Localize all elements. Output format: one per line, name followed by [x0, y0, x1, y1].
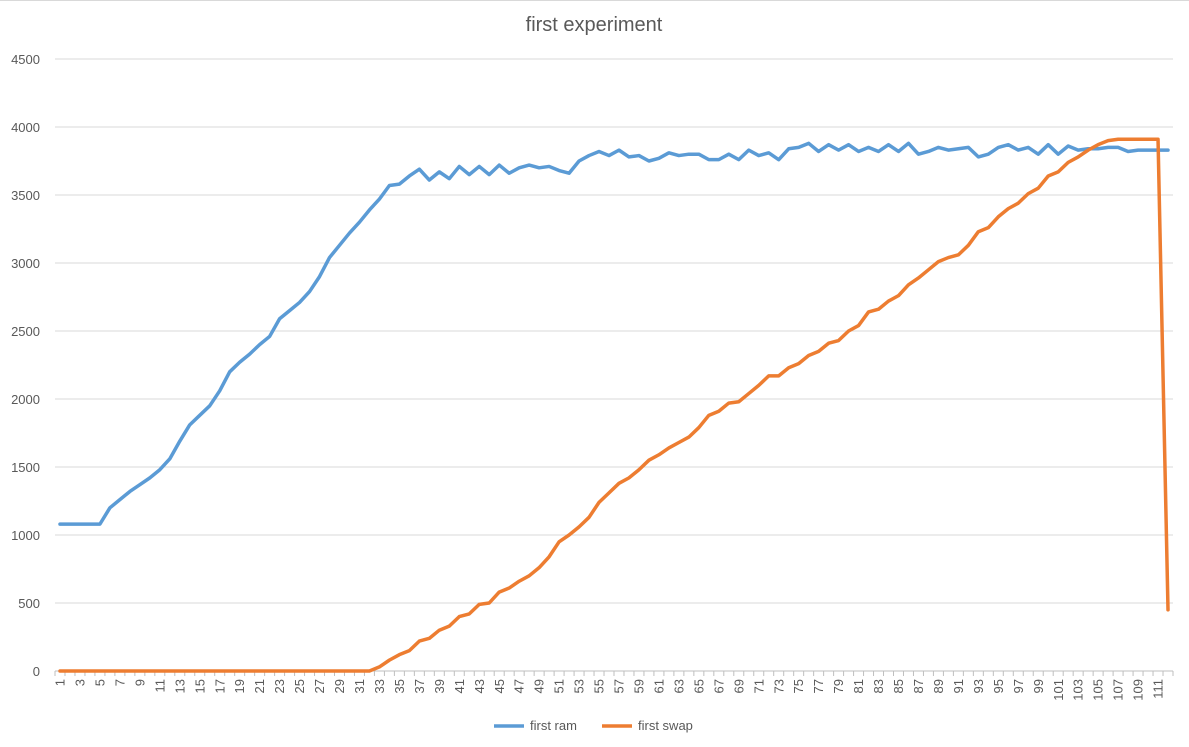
y-tick-label-1000: 1000 — [11, 528, 40, 543]
x-tick-label-49: 49 — [532, 679, 547, 693]
x-tick-label-87: 87 — [911, 679, 926, 693]
x-tick-label-19: 19 — [232, 679, 247, 693]
legend: first ram first swap — [494, 718, 693, 733]
series-line-first-ram — [58, 141, 1170, 526]
x-tick-label-109: 109 — [1131, 679, 1146, 701]
series-lines — [58, 137, 1170, 673]
x-tick-label-107: 107 — [1111, 679, 1126, 701]
y-tick-label-4500: 4500 — [11, 52, 40, 67]
y-tick-label-500: 500 — [18, 596, 40, 611]
x-tick-label-95: 95 — [991, 679, 1006, 693]
y-tick-label-3000: 3000 — [11, 256, 40, 271]
x-tick-label-25: 25 — [292, 679, 307, 693]
x-tick-label-35: 35 — [392, 679, 407, 693]
y-tick-label-1500: 1500 — [11, 460, 40, 475]
x-tick-label-3: 3 — [73, 679, 88, 686]
x-tick-label-7: 7 — [112, 679, 127, 686]
x-tick-label-45: 45 — [492, 679, 507, 693]
legend-label-first-swap: first swap — [638, 718, 693, 733]
x-tick-label-65: 65 — [691, 679, 706, 693]
x-tick-label-5: 5 — [92, 679, 107, 686]
x-tick-label-39: 39 — [432, 679, 447, 693]
x-tick-label-69: 69 — [731, 679, 746, 693]
x-tick-label-37: 37 — [412, 679, 427, 693]
x-tick-label-111: 111 — [1151, 679, 1166, 699]
x-tick-label-11: 11 — [152, 679, 167, 693]
x-tick-label-9: 9 — [132, 679, 147, 686]
y-tick-label-2000: 2000 — [11, 392, 40, 407]
x-tick-label-47: 47 — [512, 679, 527, 693]
x-tick-label-21: 21 — [252, 679, 267, 693]
x-tick-label-43: 43 — [472, 679, 487, 693]
x-tick-label-33: 33 — [372, 679, 387, 693]
x-tick-label-23: 23 — [272, 679, 287, 693]
x-tick-label-57: 57 — [612, 679, 627, 693]
x-tick-label-85: 85 — [891, 679, 906, 693]
x-tick-label-103: 103 — [1071, 679, 1086, 701]
x-tick-label-17: 17 — [212, 679, 227, 693]
x-tick-label-31: 31 — [352, 679, 367, 693]
x-tick-label-55: 55 — [592, 679, 607, 693]
x-tick-label-91: 91 — [951, 679, 966, 693]
x-tick-label-73: 73 — [771, 679, 786, 693]
gridlines — [55, 58, 1173, 604]
x-tick-label-51: 51 — [552, 679, 567, 693]
x-tick-label-79: 79 — [831, 679, 846, 693]
legend-label-first-ram: first ram — [530, 718, 577, 733]
x-tick-label-71: 71 — [751, 679, 766, 693]
y-tick-label-2500: 2500 — [11, 324, 40, 339]
series-line-first-swap — [58, 137, 1170, 673]
y-tick-label-0: 0 — [33, 664, 40, 679]
chart-title: first experiment — [526, 14, 663, 36]
x-tick-label-41: 41 — [452, 679, 467, 693]
x-tick-label-27: 27 — [312, 679, 327, 693]
x-tick-label-13: 13 — [172, 679, 187, 693]
x-tick-label-15: 15 — [192, 679, 207, 693]
x-tick-label-67: 67 — [711, 679, 726, 693]
x-tick-label-61: 61 — [651, 679, 666, 693]
x-tick-label-81: 81 — [851, 679, 866, 693]
x-tick-label-83: 83 — [871, 679, 886, 693]
x-tick-label-75: 75 — [791, 679, 806, 693]
x-tick-label-53: 53 — [572, 679, 587, 693]
y-tick-label-4000: 4000 — [11, 120, 40, 135]
y-tick-label-3500: 3500 — [11, 188, 40, 203]
x-tick-label-89: 89 — [931, 679, 946, 693]
x-tick-label-93: 93 — [971, 679, 986, 693]
x-tick-label-1: 1 — [53, 679, 68, 686]
x-tick-label-97: 97 — [1011, 679, 1026, 693]
x-tick-label-59: 59 — [632, 679, 647, 693]
x-tick-label-29: 29 — [332, 679, 347, 693]
x-tick-label-101: 101 — [1051, 679, 1066, 701]
x-tick-label-105: 105 — [1091, 679, 1106, 701]
x-tick-label-77: 77 — [811, 679, 826, 693]
x-tick-label-63: 63 — [671, 679, 686, 693]
x-tick-label-99: 99 — [1031, 679, 1046, 693]
